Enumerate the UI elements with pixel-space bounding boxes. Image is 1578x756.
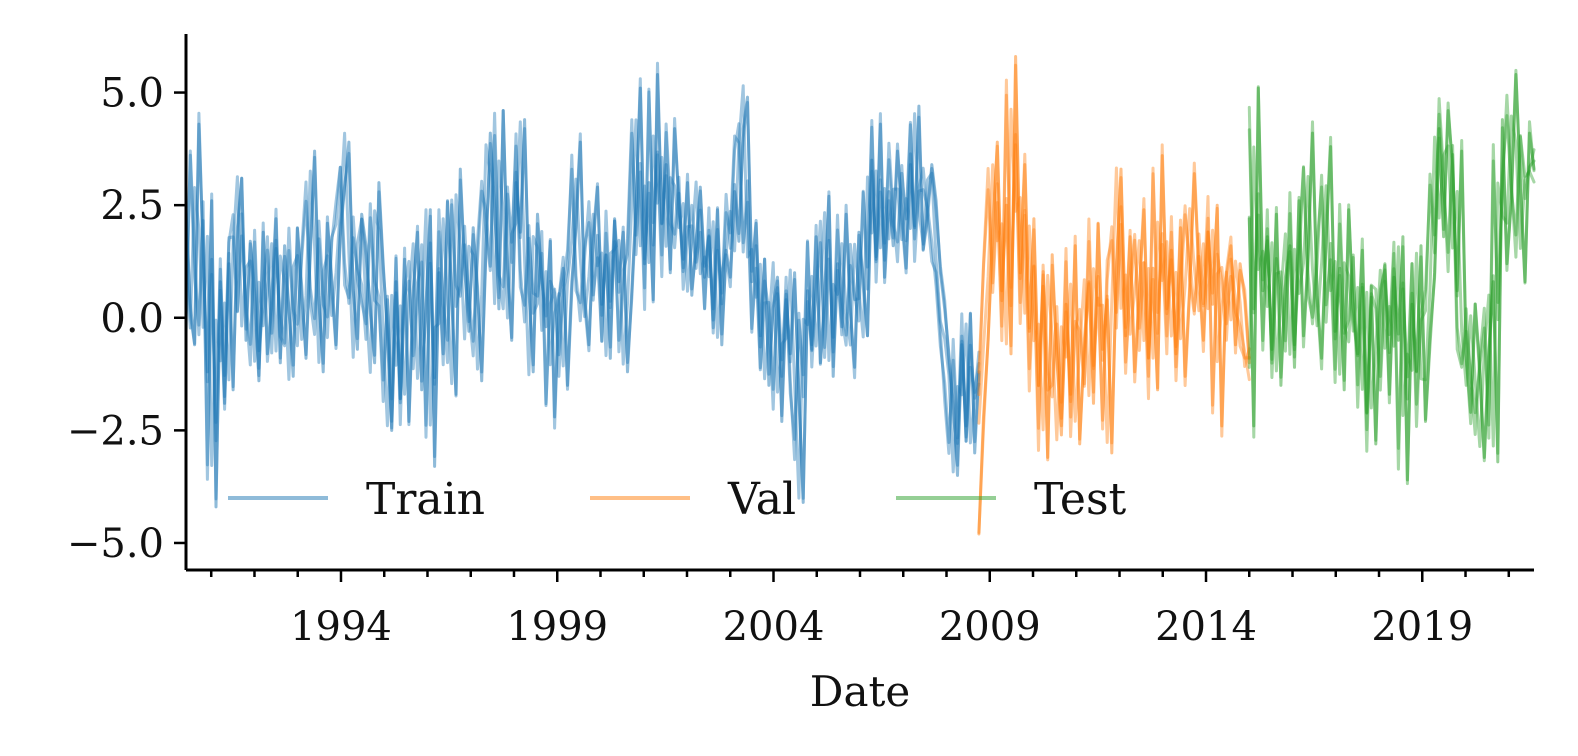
series-line-test bbox=[1247, 93, 1536, 471]
y-tick-label: 5.0 bbox=[100, 71, 164, 117]
series-line-val bbox=[977, 55, 1251, 536]
series-line-val bbox=[977, 93, 1251, 452]
series-line-train bbox=[184, 84, 981, 500]
y-tick-label: −5.0 bbox=[67, 521, 164, 567]
y-tick-label: 2.5 bbox=[100, 183, 164, 229]
x-ticks: 1994 1999 2004 2009 2014 2019 bbox=[209, 570, 1511, 650]
series-line-train bbox=[184, 90, 981, 467]
x-tick-label: 2014 bbox=[1155, 604, 1257, 650]
series-line-test bbox=[1247, 73, 1536, 482]
x-tick-label: 1994 bbox=[290, 604, 392, 650]
series-val bbox=[977, 55, 1251, 536]
series-line-test bbox=[1247, 114, 1536, 448]
legend-item-test: Test bbox=[896, 474, 1127, 525]
series-line-val bbox=[977, 107, 1251, 444]
legend-label: Train bbox=[366, 474, 485, 525]
series-line-train bbox=[184, 73, 981, 509]
x-axis-title: Date bbox=[810, 667, 910, 716]
series-line-train bbox=[184, 87, 981, 481]
series-line-val bbox=[977, 78, 1251, 430]
x-tick-label: 2019 bbox=[1371, 604, 1473, 650]
y-tick-label: 0.0 bbox=[100, 296, 164, 342]
y-tick-label: −2.5 bbox=[67, 408, 164, 454]
legend: Train Val Test bbox=[228, 474, 1127, 525]
series-train bbox=[184, 61, 981, 509]
legend-item-train: Train bbox=[228, 474, 485, 525]
series-layer bbox=[184, 55, 1536, 536]
series-line-test bbox=[1247, 68, 1536, 486]
x-tick-label: 1999 bbox=[506, 604, 608, 650]
legend-label: Test bbox=[1034, 474, 1127, 525]
series-line-train bbox=[184, 61, 981, 501]
y-ticks: −5.0 −2.5 0.0 2.5 5.0 bbox=[67, 71, 186, 567]
x-tick-label: 2009 bbox=[939, 604, 1041, 650]
legend-label: Val bbox=[727, 474, 796, 525]
x-tick-label: 2004 bbox=[723, 604, 825, 650]
series-line-val bbox=[977, 63, 1251, 534]
series-test bbox=[1247, 68, 1536, 486]
legend-item-val: Val bbox=[590, 474, 796, 525]
series-line-test bbox=[1247, 105, 1536, 450]
